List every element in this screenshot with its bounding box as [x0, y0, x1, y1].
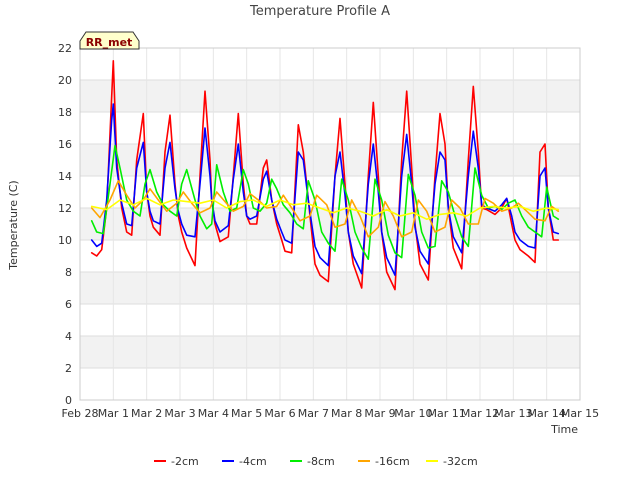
y-tick-label: 16: [58, 138, 72, 151]
legend-label: -4cm: [239, 455, 267, 468]
x-tick-label: Mar 14: [528, 407, 566, 420]
y-tick-label: 4: [65, 330, 72, 343]
band: [80, 368, 580, 400]
chart-title: Temperature Profile A: [249, 4, 390, 19]
y-tick-label: 22: [58, 42, 72, 55]
x-tick-label: Mar 2: [131, 407, 162, 420]
legend-label: -2cm: [171, 455, 199, 468]
x-tick-label: Mar 7: [298, 407, 329, 420]
x-tick-label: Mar 8: [331, 407, 362, 420]
y-axis-label: Temperature (C): [7, 180, 20, 270]
band: [80, 48, 580, 80]
x-tick-label: Mar 6: [264, 407, 295, 420]
series-lines: [90, 59, 560, 291]
y-tick-label: 20: [58, 74, 72, 87]
band: [80, 80, 580, 112]
x-tick-label: Mar 11: [428, 407, 466, 420]
y-tick-label: 10: [58, 234, 72, 247]
x-tick-label: Mar 5: [231, 407, 262, 420]
x-tick-label: Mar 3: [164, 407, 195, 420]
band: [80, 112, 580, 144]
band: [80, 272, 580, 304]
x-tick-label: Mar 1: [98, 407, 129, 420]
legend-label: -32cm: [443, 455, 478, 468]
x-tick-label: Mar 10: [394, 407, 432, 420]
x-tick-label: Mar 4: [198, 407, 229, 420]
x-tick-label: Mar 9: [364, 407, 395, 420]
y-tick-label: 14: [58, 170, 72, 183]
badge-shape: [79, 31, 140, 50]
series-line--4cm: [90, 103, 560, 277]
legend-label: -16cm: [375, 455, 410, 468]
station-badge: RR_met: [79, 31, 140, 50]
badge-label: RR_met: [86, 36, 133, 49]
y-tick-label: 2: [65, 362, 72, 375]
y-tick-label: 8: [65, 266, 72, 279]
y-tick-label: 18: [58, 106, 72, 119]
band: [80, 144, 580, 176]
x-tick-label: Mar 13: [494, 407, 532, 420]
x-axis-ticks: Feb 28 Mar 1 Mar 2 Mar 3 Mar 4 Mar 5 Mar 6 Mar …: [62, 407, 600, 420]
x-tick-label: Mar 12: [461, 407, 499, 420]
legend-label: -8cm: [307, 455, 335, 468]
legend: -2cm -4cm -8cm -16cm -32cm: [154, 455, 478, 468]
x-tick-label: Feb 28: [62, 407, 99, 420]
y-axis-ticks: 0 2 4 6 8 10 12 14 16 18 20 22: [58, 42, 72, 407]
band: [80, 336, 580, 368]
x-tick-label: Mar 15: [561, 407, 599, 420]
plot-frame: [79, 47, 581, 401]
series-line--32cm: [90, 197, 560, 220]
x-axis-label: Time: [550, 423, 578, 436]
y-tick-label: 6: [65, 298, 72, 311]
y-tick-label: 0: [65, 394, 72, 407]
y-tick-label: 12: [58, 202, 72, 215]
plot-background: [80, 48, 580, 400]
band: [80, 304, 580, 336]
